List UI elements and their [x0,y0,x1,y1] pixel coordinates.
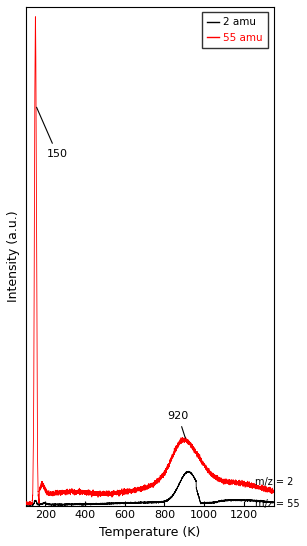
Text: m/z = 55: m/z = 55 [255,500,299,509]
Y-axis label: Intensity (a.u.): Intensity (a.u.) [7,210,20,302]
X-axis label: Temperature (K): Temperature (K) [99,526,200,539]
Text: 920: 920 [168,411,189,438]
Text: 150: 150 [37,107,67,159]
Legend: 2 amu, 55 amu: 2 amu, 55 amu [202,12,268,48]
Text: m/z = 2: m/z = 2 [255,477,293,487]
